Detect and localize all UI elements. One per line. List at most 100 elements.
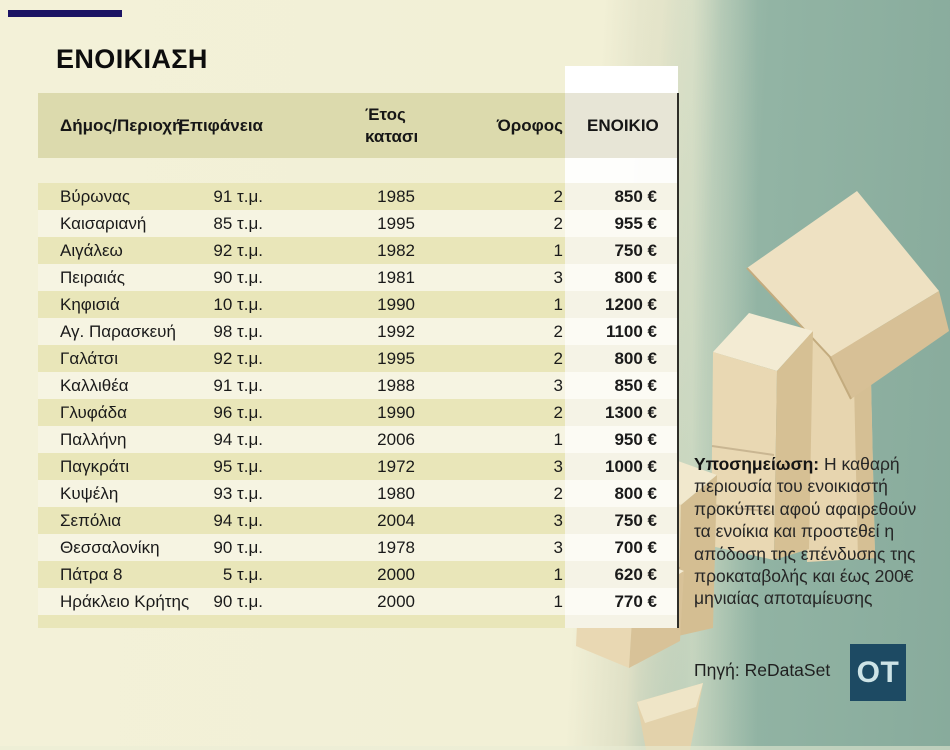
rent-column-highlight-band xyxy=(565,66,678,93)
header-gap xyxy=(417,158,565,183)
table-cell: 2000 xyxy=(265,588,417,615)
table-cell: 90 τ.μ. xyxy=(203,588,265,615)
column-header: Έτος κατασκευής xyxy=(265,93,460,158)
table-cell: 1300 € xyxy=(565,399,678,426)
table-footer-stripe xyxy=(203,615,265,628)
table-cell: 1985 xyxy=(265,183,417,210)
table-cell: 2 xyxy=(417,318,565,345)
table-cell: 770 € xyxy=(565,588,678,615)
table-cell: 1200 € xyxy=(565,291,678,318)
table-cell: 10 τ.μ. xyxy=(203,291,265,318)
footnote-text: Η καθαρή περιουσία του ενοικιαστή προκύπ… xyxy=(694,454,917,609)
table-cell: 1 xyxy=(417,291,565,318)
header-gap xyxy=(38,158,203,183)
header-gap xyxy=(565,158,678,183)
table-cell: 1982 xyxy=(265,237,417,264)
table-cell: Ηράκλειο Κρήτης xyxy=(38,588,203,615)
table-cell: 2 xyxy=(417,345,565,372)
header-gap xyxy=(265,158,417,183)
table-cell: Γαλάτσι xyxy=(38,345,203,372)
table-footer-stripe xyxy=(565,615,678,628)
table-cell: 96 τ.μ. xyxy=(203,399,265,426)
column-header: Δήμος/Περιοχή xyxy=(38,93,203,158)
table-cell: 90 τ.μ. xyxy=(203,264,265,291)
table-cell: 2 xyxy=(417,399,565,426)
table-cell: 1000 € xyxy=(565,453,678,480)
table-cell: 1 xyxy=(417,426,565,453)
table-cell: 750 € xyxy=(565,237,678,264)
column-header: Όροφος xyxy=(417,93,565,158)
table-cell: 620 € xyxy=(565,561,678,588)
table-cell: Αιγάλεω xyxy=(38,237,203,264)
table-cell: 91 τ.μ. xyxy=(203,372,265,399)
table-cell: 3 xyxy=(417,372,565,399)
table-cell: Αγ. Παρασκευή xyxy=(38,318,203,345)
table-cell: 3 xyxy=(417,534,565,561)
table-cell: 2 xyxy=(417,480,565,507)
table-cell: 800 € xyxy=(565,345,678,372)
table-cell: 1972 xyxy=(265,453,417,480)
table-cell: 1995 xyxy=(265,210,417,237)
table-cell: 2004 xyxy=(265,507,417,534)
ot-logo-text: OT xyxy=(856,655,900,689)
table-cell: 1 xyxy=(417,237,565,264)
rent-table: Δήμος/Περιοχή Επιφάνεια Έτος κατασκευής Όρο… xyxy=(38,93,678,628)
table-cell: 92 τ.μ. xyxy=(203,345,265,372)
table-cell: 1100 € xyxy=(565,318,678,345)
table-cell: 3 xyxy=(417,264,565,291)
table-right-border xyxy=(677,93,679,628)
table-cell: 98 τ.μ. xyxy=(203,318,265,345)
table-cell: 2006 xyxy=(265,426,417,453)
table-cell: 90 τ.μ. xyxy=(203,534,265,561)
table-cell: Βύρωνας xyxy=(38,183,203,210)
table-cell: Παλλήνη xyxy=(38,426,203,453)
table-footer-stripe xyxy=(417,615,565,628)
table-cell: 1981 xyxy=(265,264,417,291)
table-cell: 1 xyxy=(417,561,565,588)
table-cell: 95 τ.μ. xyxy=(203,453,265,480)
table-cell: 1980 xyxy=(265,480,417,507)
table-cell: Γλυφάδα xyxy=(38,399,203,426)
table-cell: 91 τ.μ. xyxy=(203,183,265,210)
table-cell: Παγκράτι xyxy=(38,453,203,480)
table-footer-stripe xyxy=(38,615,203,628)
table-cell: 93 τ.μ. xyxy=(203,480,265,507)
table-cell: 850 € xyxy=(565,183,678,210)
table-cell: 1988 xyxy=(265,372,417,399)
table-footer-stripe xyxy=(265,615,417,628)
table-cell: 850 € xyxy=(565,372,678,399)
bottom-edge xyxy=(0,746,950,750)
table-cell: 94 τ.μ. xyxy=(203,426,265,453)
table-cell: Κηφισιά xyxy=(38,291,203,318)
table-cell: 800 € xyxy=(565,480,678,507)
table-cell: Πάτρα 8 xyxy=(38,561,203,588)
page-title: ΕΝΟΙΚΙΑΣΗ xyxy=(56,44,208,74)
table-cell: Κυψέλη xyxy=(38,480,203,507)
source-credit: Πηγή: ReDataSet xyxy=(694,660,831,680)
accent-bar xyxy=(8,10,122,17)
footnote-label: Υποσημείωση: xyxy=(694,454,820,474)
table-cell: 1990 xyxy=(265,291,417,318)
table-cell: 5 τ.μ. xyxy=(203,561,265,588)
table-cell: 1995 xyxy=(265,345,417,372)
table-cell: 3 xyxy=(417,507,565,534)
column-header: Επιφάνεια xyxy=(179,93,265,158)
table-cell: 1 xyxy=(417,588,565,615)
table-cell: Σεπόλια xyxy=(38,507,203,534)
table-cell: 3 xyxy=(417,453,565,480)
table-cell: 92 τ.μ. xyxy=(203,237,265,264)
table-cell: 1978 xyxy=(265,534,417,561)
table-cell: 700 € xyxy=(565,534,678,561)
table-cell: 2000 xyxy=(265,561,417,588)
table-cell: 94 τ.μ. xyxy=(203,507,265,534)
table-cell: 955 € xyxy=(565,210,678,237)
table-cell: Καισαριανή xyxy=(38,210,203,237)
ot-logo: OT xyxy=(850,644,906,701)
table-cell: 800 € xyxy=(565,264,678,291)
table-cell: Καλλιθέα xyxy=(38,372,203,399)
table-cell: 1992 xyxy=(265,318,417,345)
table-cell: Θεσσαλονίκη xyxy=(38,534,203,561)
table-cell: 1990 xyxy=(265,399,417,426)
table-cell: 2 xyxy=(417,183,565,210)
